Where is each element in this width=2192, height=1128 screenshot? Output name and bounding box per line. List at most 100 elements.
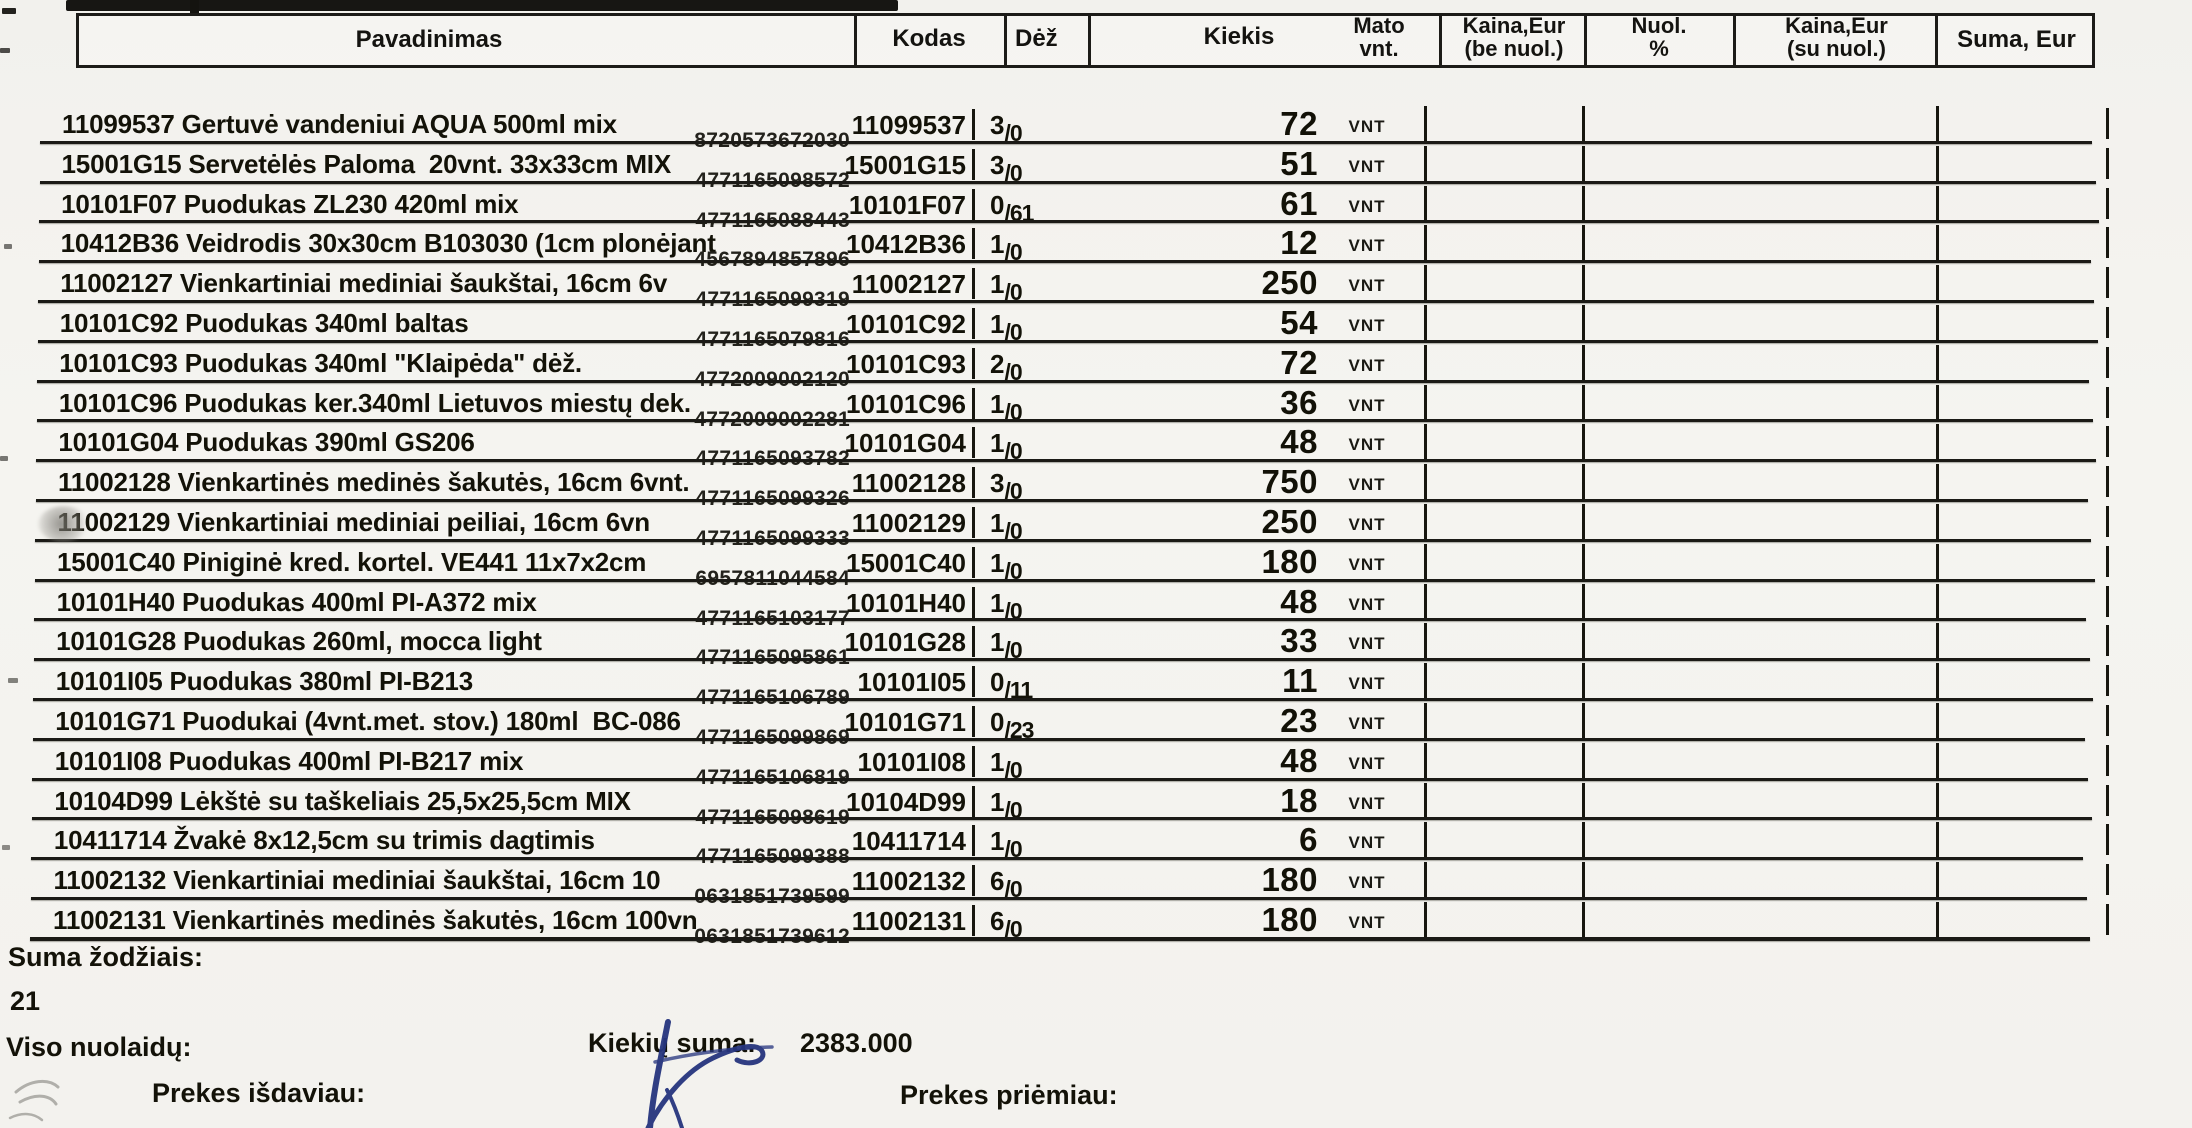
cell-divider <box>2106 784 2109 816</box>
cell-divider <box>972 188 975 220</box>
box-count: 1/0 <box>990 627 1023 664</box>
scan-top-bar-artifact <box>66 0 898 11</box>
box-count: 1/0 <box>990 428 1023 465</box>
cell-divider <box>1582 822 1585 858</box>
cell-divider <box>2106 147 2109 179</box>
product-name: 10101C92 Puodukas 340ml baltas <box>59 308 469 338</box>
row-underline <box>31 857 2083 861</box>
cell-divider <box>1936 703 1939 738</box>
table-row: 10101C93 Puodukas 340ml "Klaipėda" dėž. … <box>0 343 2192 391</box>
product-code: 10104D99 <box>846 786 966 817</box>
cell-divider <box>2106 466 2109 498</box>
sum-in-words-label: Suma žodžiais: <box>8 942 204 972</box>
unit-label: VNT <box>1348 475 1386 495</box>
box-count: 1/0 <box>990 746 1023 783</box>
product-barcode: 0631851739599 <box>560 885 850 909</box>
quantity-value: 72 <box>1280 343 1318 381</box>
table-row: 11002131 Vienkartinės medinės šakutės, 1… <box>0 900 2192 948</box>
unit-label: VNT <box>1348 355 1386 375</box>
cell-divider <box>1582 703 1585 738</box>
product-code: 15001C40 <box>846 547 966 578</box>
header-divider <box>1733 16 1736 65</box>
header-divider <box>854 16 857 65</box>
cell-divider <box>1424 782 1427 818</box>
cell-divider <box>1424 185 1427 221</box>
cell-divider <box>1936 305 1939 340</box>
box-count: 1/0 <box>990 309 1023 345</box>
cell-divider <box>972 427 975 459</box>
box-count: 3/0 <box>990 149 1023 186</box>
table-row: 15001C40 Piniginė kred. kortel. VE441 11… <box>0 542 2192 590</box>
product-barcode: 4772009002281 <box>560 408 850 432</box>
cell-divider <box>1936 185 1939 221</box>
scan-speck <box>2 845 10 850</box>
product-barcode: 4771165103177 <box>560 607 850 631</box>
quantity-value: 23 <box>1280 702 1318 739</box>
box-count: 1/0 <box>990 229 1023 266</box>
box-count: 2/0 <box>990 348 1023 385</box>
cell-divider <box>972 666 975 698</box>
header-divider <box>1935 16 1938 65</box>
product-barcode: 4771165093782 <box>560 447 850 471</box>
cell-divider <box>1582 902 1585 937</box>
row-underline <box>33 658 2090 662</box>
row-underline <box>32 777 2088 781</box>
cell-divider <box>1424 464 1427 500</box>
unit-label: VNT <box>1348 833 1386 853</box>
row-underline <box>35 498 2088 502</box>
cell-divider <box>1424 623 1427 659</box>
product-barcode: 4771165095861 <box>560 646 850 670</box>
cell-divider <box>1936 543 1939 579</box>
cell-divider <box>1424 703 1427 738</box>
cell-divider <box>1936 265 1939 301</box>
cell-divider <box>2106 864 2109 896</box>
cell-divider <box>972 546 975 578</box>
product-barcode: 8720573672030 <box>560 129 850 153</box>
table-row: 11099537 Gertuvė vandeniui AQUA 500ml mi… <box>0 104 2192 152</box>
table-row: 10101I05 Puodukas 380ml PI-B213 47711651… <box>0 661 2192 709</box>
cell-divider <box>972 228 975 260</box>
unit-label: VNT <box>1348 793 1386 813</box>
cell-divider <box>1424 305 1427 340</box>
product-name: 10412B36 Veidrodis 30x30cm B103030 (1cm … <box>60 228 716 259</box>
cell-divider <box>1936 742 1939 778</box>
cell-divider <box>972 148 975 180</box>
table-row: 10101G04 Puodukas 390ml GS206 4771165093… <box>0 422 2192 470</box>
total-discounts-label: Viso nuolaidų: <box>6 1032 192 1062</box>
column-header-kodas: Kodas <box>892 25 966 52</box>
scan-smudge <box>38 506 90 542</box>
cell-divider <box>1936 862 1939 898</box>
product-code: 10411714 <box>851 826 966 857</box>
cell-divider <box>1582 543 1585 579</box>
row-underline <box>34 578 2095 582</box>
cell-divider <box>1424 742 1427 778</box>
quantity-value: 36 <box>1280 383 1318 421</box>
quantity-value: 11 <box>1282 662 1318 700</box>
product-name: 15001C40 Piniginė kred. kortel. VE441 11… <box>57 546 647 577</box>
cell-divider <box>972 347 975 379</box>
cell-divider <box>1936 583 1939 619</box>
cell-divider <box>1582 424 1585 460</box>
cell-divider <box>1936 782 1939 818</box>
unit-label: VNT <box>1348 117 1386 136</box>
column-header-dez: Dėž <box>1015 25 1058 52</box>
product-barcode: 4771165099319 <box>560 288 850 312</box>
cell-divider <box>1424 543 1427 579</box>
quantity-value: 6 <box>1299 821 1318 859</box>
product-barcode: 4771165099333 <box>560 527 850 551</box>
row-underline <box>36 459 2096 463</box>
product-name: 15001G15 Servetėlės Paloma 20vnt. 33x33c… <box>61 148 672 179</box>
product-code: 10101C92 <box>846 309 966 339</box>
row-underline <box>33 697 2093 701</box>
product-name: 10101F07 Puodukas ZL230 420ml mix <box>61 188 519 219</box>
quantity-value: 72 <box>1280 105 1318 142</box>
quantity-sum-value: 2383.000 <box>800 1028 913 1058</box>
product-code: 10101G71 <box>844 707 966 737</box>
cell-divider <box>1582 265 1585 301</box>
cell-divider <box>1936 145 1939 181</box>
box-count: 6/0 <box>990 866 1023 903</box>
cell-divider <box>1582 782 1585 818</box>
unit-label: VNT <box>1348 236 1386 256</box>
cell-divider <box>1936 106 1939 141</box>
product-name: 10101G04 Puodukas 390ml GS206 <box>58 427 475 458</box>
